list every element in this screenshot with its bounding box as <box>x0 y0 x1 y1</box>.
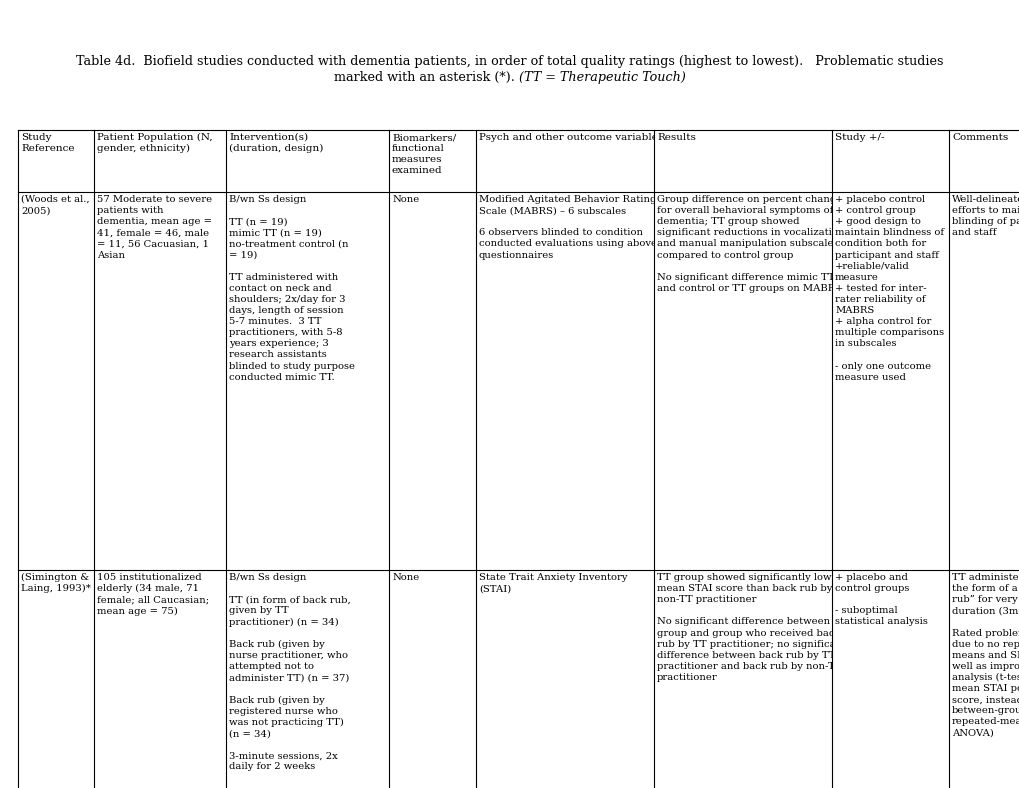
Text: (Woods et al.,
2005): (Woods et al., 2005) <box>21 195 90 215</box>
Text: Study +/-: Study +/- <box>835 133 883 142</box>
Text: 57 Moderate to severe
patients with
dementia, mean age =
41, female = 46, male
=: 57 Moderate to severe patients with deme… <box>97 195 212 259</box>
Text: (Simington &
Laing, 1993)*: (Simington & Laing, 1993)* <box>21 573 91 593</box>
Text: TT group showed significantly lower
mean STAI score than back rub by
non-TT prac: TT group showed significantly lower mean… <box>656 573 846 682</box>
Text: TT administered “in
the form of a back
rub” for very short
duration (3min)

Rate: TT administered “in the form of a back r… <box>951 573 1019 738</box>
Text: Modified Agitated Behavior Rating
Scale (MABRS) – 6 subscales

6 observers blind: Modified Agitated Behavior Rating Scale … <box>479 195 656 259</box>
Text: Study
Reference: Study Reference <box>21 133 74 153</box>
Text: None: None <box>391 195 419 204</box>
Text: None: None <box>391 573 419 582</box>
Text: Group difference on percent change
for overall behavioral symptoms of
dementia; : Group difference on percent change for o… <box>656 195 844 293</box>
Text: Well-delineated
efforts to maintain
blinding of patients
and staff: Well-delineated efforts to maintain blin… <box>951 195 1019 237</box>
Text: Patient Population (N,
gender, ethnicity): Patient Population (N, gender, ethnicity… <box>97 133 212 154</box>
Text: (TT = Therapeutic Touch): (TT = Therapeutic Touch) <box>519 71 685 84</box>
Text: Biomarkers/
functional
measures
examined: Biomarkers/ functional measures examined <box>391 133 455 175</box>
Text: Comments: Comments <box>951 133 1007 142</box>
Text: Psych and other outcome variables: Psych and other outcome variables <box>479 133 662 142</box>
Text: Table 4d.  Biofield studies conducted with dementia patients, in order of total : Table 4d. Biofield studies conducted wit… <box>76 55 943 68</box>
Text: Results: Results <box>656 133 695 142</box>
Text: + placebo control
+ control group
+ good design to
maintain blindness of
conditi: + placebo control + control group + good… <box>835 195 944 381</box>
Text: B/wn Ss design

TT (n = 19)
mimic TT (n = 19)
no-treatment control (n
= 19)

TT : B/wn Ss design TT (n = 19) mimic TT (n =… <box>229 195 355 381</box>
Text: + placebo and
control groups

- suboptimal
statistical analysis: + placebo and control groups - suboptima… <box>835 573 927 626</box>
Text: Intervention(s)
(duration, design): Intervention(s) (duration, design) <box>229 133 323 153</box>
Text: State Trait Anxiety Inventory
(STAI): State Trait Anxiety Inventory (STAI) <box>479 573 627 593</box>
Text: marked with an asterisk (*).: marked with an asterisk (*). <box>334 71 519 84</box>
Text: B/wn Ss design

TT (in form of back rub,
given by TT
practitioner) (n = 34)

Bac: B/wn Ss design TT (in form of back rub, … <box>229 573 351 771</box>
Text: 105 institutionalized
elderly (34 male, 71
female; all Caucasian;
mean age = 75): 105 institutionalized elderly (34 male, … <box>97 573 209 615</box>
